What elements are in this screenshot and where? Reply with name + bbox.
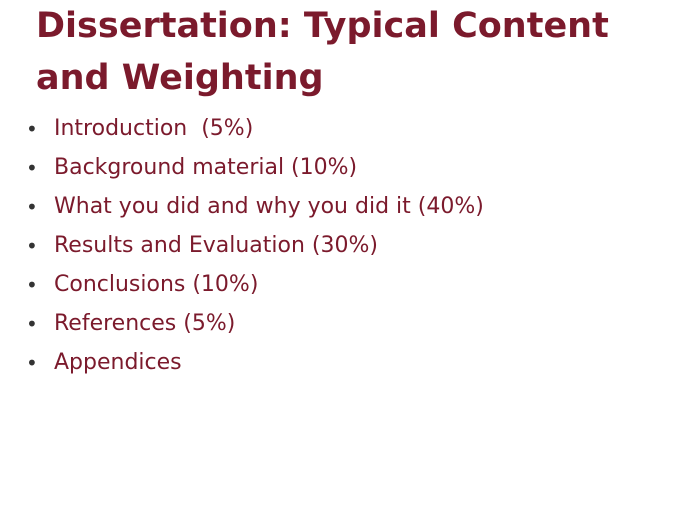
list-item: • Results and Evaluation (30%) xyxy=(26,226,484,265)
bullet-icon: • xyxy=(26,116,38,141)
bullet-icon: • xyxy=(26,350,38,375)
list-item-text: Background material (10%) xyxy=(54,155,358,180)
list-item: • What you did and why you did it (40%) xyxy=(26,187,484,226)
list-item: • Background material (10%) xyxy=(26,148,484,187)
list-item-text: Introduction (5%) xyxy=(54,116,254,141)
bullet-icon: • xyxy=(26,311,38,336)
list-item-text: What you did and why you did it (40%) xyxy=(54,194,484,219)
slide-title: Dissertation: Typical Content and Weight… xyxy=(36,6,609,98)
list-item: • Conclusions (10%) xyxy=(26,265,484,304)
list-item-text: Appendices xyxy=(54,350,182,375)
list-item-text: Results and Evaluation (30%) xyxy=(54,233,378,258)
bullet-list: • Introduction (5%) • Background materia… xyxy=(26,109,484,382)
list-item: • References (5%) xyxy=(26,304,484,343)
list-item-text: Conclusions (10%) xyxy=(54,272,259,297)
bullet-icon: • xyxy=(26,155,38,180)
bullet-icon: • xyxy=(26,233,38,258)
list-item: • Introduction (5%) xyxy=(26,109,484,148)
bullet-icon: • xyxy=(26,194,38,219)
bullet-icon: • xyxy=(26,272,38,297)
list-item: • Appendices xyxy=(26,343,484,382)
list-item-text: References (5%) xyxy=(54,311,236,336)
